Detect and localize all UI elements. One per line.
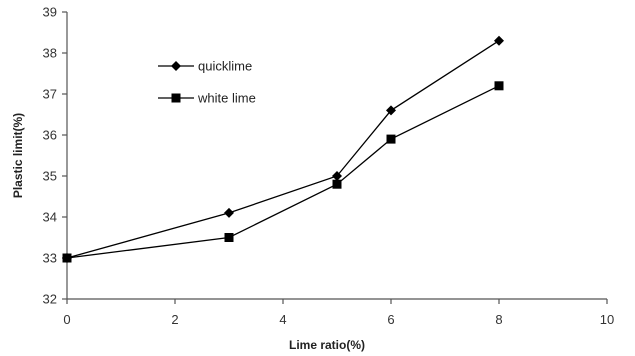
ticks: 32 33 34 35 36 37 38 39 0 2 4 6 8 10 bbox=[43, 5, 615, 328]
y-axis-title: Plastic limit(%) bbox=[11, 113, 25, 198]
data-point-square bbox=[224, 233, 234, 242]
y-tick-label: 34 bbox=[43, 210, 57, 225]
series-quicklime bbox=[62, 35, 504, 263]
legend-label: white lime bbox=[197, 91, 256, 106]
x-axis-title: Lime ratio(%) bbox=[289, 338, 365, 352]
y-tick-label: 35 bbox=[43, 169, 57, 184]
y-tick-label: 33 bbox=[43, 251, 57, 266]
axes bbox=[66, 12, 607, 300]
data-point-diamond bbox=[171, 61, 181, 71]
data-point-square bbox=[62, 253, 72, 263]
series-layer bbox=[62, 35, 504, 263]
series-line bbox=[66, 40, 500, 259]
data-point-square bbox=[171, 93, 181, 103]
y-tick-label: 36 bbox=[43, 128, 57, 143]
legend: quicklime white lime bbox=[158, 59, 256, 106]
x-tick-label: 2 bbox=[171, 312, 178, 327]
data-point-diamond bbox=[494, 35, 504, 46]
y-tick-label: 32 bbox=[43, 292, 57, 307]
y-tick-label: 39 bbox=[43, 5, 57, 20]
legend-item: quicklime bbox=[158, 59, 252, 74]
data-point-square bbox=[386, 134, 396, 144]
series-white-lime bbox=[62, 81, 504, 263]
data-point-diamond bbox=[224, 207, 234, 218]
series-line bbox=[66, 85, 500, 259]
data-point-diamond bbox=[332, 171, 342, 181]
legend-item: white lime bbox=[158, 91, 256, 106]
x-tick-label: 8 bbox=[495, 312, 502, 327]
x-tick-label: 10 bbox=[600, 312, 614, 327]
legend-label: quicklime bbox=[198, 59, 252, 74]
y-tick-label: 38 bbox=[43, 46, 57, 61]
data-point-square bbox=[332, 179, 342, 189]
x-tick-label: 4 bbox=[279, 312, 286, 327]
data-point-diamond bbox=[386, 105, 396, 116]
data-point-square bbox=[494, 81, 504, 91]
x-tick-label: 0 bbox=[63, 312, 70, 327]
x-tick-label: 6 bbox=[387, 312, 394, 327]
y-tick-label: 37 bbox=[43, 87, 57, 102]
